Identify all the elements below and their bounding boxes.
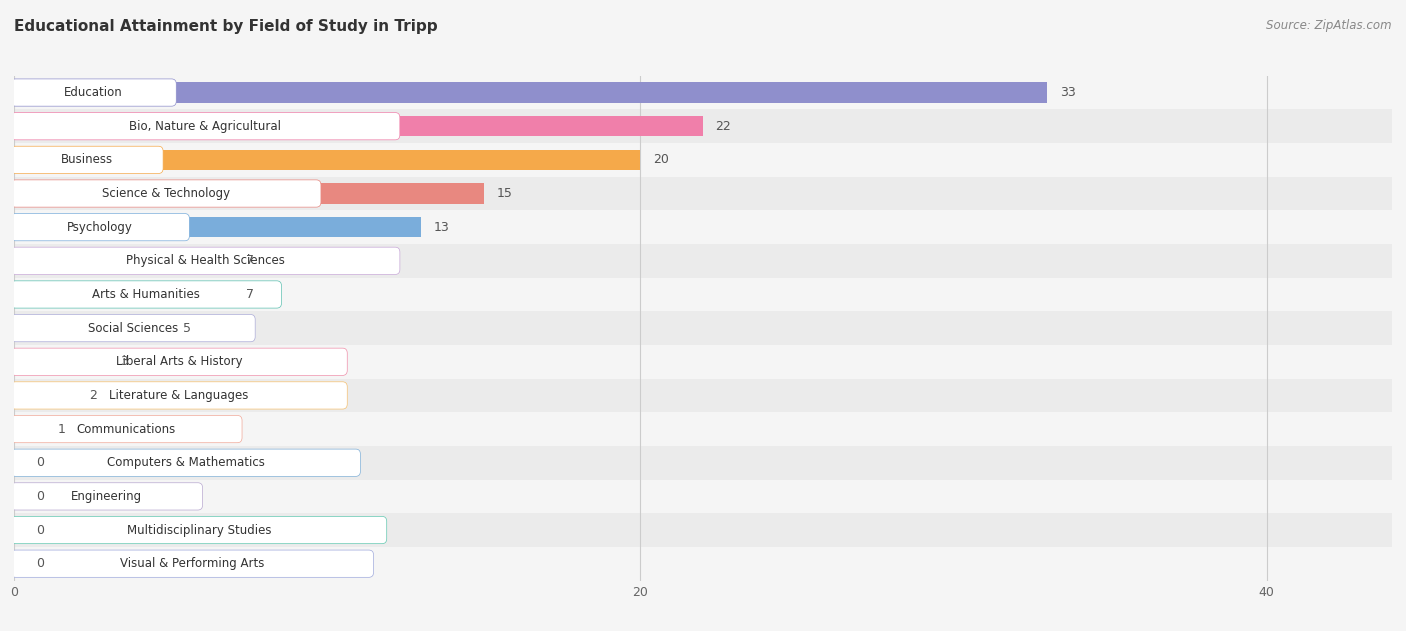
FancyBboxPatch shape: [11, 79, 176, 106]
Text: 20: 20: [652, 153, 669, 167]
Bar: [14, 520, 24, 540]
Bar: [14, 446, 1392, 480]
FancyBboxPatch shape: [11, 516, 387, 544]
Text: Computers & Mathematics: Computers & Mathematics: [107, 456, 264, 469]
FancyBboxPatch shape: [11, 314, 256, 342]
Text: 2: 2: [89, 389, 97, 402]
Text: Science & Technology: Science & Technology: [101, 187, 231, 200]
Bar: [14, 379, 1392, 412]
FancyBboxPatch shape: [11, 449, 360, 476]
Text: Liberal Arts & History: Liberal Arts & History: [115, 355, 242, 369]
Bar: [14, 513, 1392, 547]
Text: Source: ZipAtlas.com: Source: ZipAtlas.com: [1267, 19, 1392, 32]
Bar: [14, 351, 108, 372]
Text: Literature & Languages: Literature & Languages: [110, 389, 249, 402]
Text: 0: 0: [37, 524, 44, 536]
Bar: [14, 244, 1392, 278]
Text: Social Sciences: Social Sciences: [89, 322, 179, 334]
FancyBboxPatch shape: [11, 146, 163, 174]
Bar: [14, 150, 640, 170]
FancyBboxPatch shape: [11, 180, 321, 207]
FancyBboxPatch shape: [11, 348, 347, 375]
FancyBboxPatch shape: [11, 415, 242, 443]
Bar: [14, 419, 45, 439]
Bar: [14, 177, 1392, 210]
FancyBboxPatch shape: [11, 550, 374, 577]
Bar: [14, 76, 1392, 109]
Bar: [14, 480, 1392, 513]
Bar: [14, 547, 1392, 581]
Bar: [14, 217, 422, 237]
FancyBboxPatch shape: [11, 382, 347, 409]
Text: Bio, Nature & Agricultural: Bio, Nature & Agricultural: [129, 120, 281, 133]
Bar: [14, 553, 24, 574]
Text: 7: 7: [246, 254, 254, 268]
Text: 0: 0: [37, 456, 44, 469]
FancyBboxPatch shape: [11, 281, 281, 308]
Text: Psychology: Psychology: [67, 221, 134, 233]
Text: Engineering: Engineering: [72, 490, 142, 503]
Text: 7: 7: [246, 288, 254, 301]
Bar: [14, 210, 1392, 244]
Text: 33: 33: [1060, 86, 1076, 99]
Text: Visual & Performing Arts: Visual & Performing Arts: [120, 557, 264, 570]
Text: 22: 22: [716, 120, 731, 133]
Bar: [14, 251, 233, 271]
Bar: [14, 345, 1392, 379]
Text: Physical & Health Sciences: Physical & Health Sciences: [127, 254, 285, 268]
Text: Education: Education: [65, 86, 122, 99]
Bar: [14, 143, 1392, 177]
Bar: [14, 278, 1392, 311]
Bar: [14, 116, 703, 136]
FancyBboxPatch shape: [11, 112, 399, 140]
FancyBboxPatch shape: [11, 247, 399, 274]
Text: 1: 1: [58, 423, 66, 435]
Text: 0: 0: [37, 557, 44, 570]
Bar: [14, 412, 1392, 446]
Text: 5: 5: [183, 322, 191, 334]
Bar: [14, 386, 77, 406]
Bar: [14, 83, 1047, 103]
Bar: [14, 184, 484, 204]
FancyBboxPatch shape: [11, 483, 202, 510]
FancyBboxPatch shape: [11, 213, 190, 241]
Bar: [14, 311, 1392, 345]
Bar: [14, 487, 24, 507]
Text: 13: 13: [433, 221, 450, 233]
Bar: [14, 285, 233, 305]
Text: Arts & Humanities: Arts & Humanities: [93, 288, 200, 301]
Bar: [14, 109, 1392, 143]
Text: Multidisciplinary Studies: Multidisciplinary Studies: [127, 524, 271, 536]
Text: 15: 15: [496, 187, 512, 200]
Text: 0: 0: [37, 490, 44, 503]
Text: Educational Attainment by Field of Study in Tripp: Educational Attainment by Field of Study…: [14, 19, 437, 34]
Text: Business: Business: [60, 153, 112, 167]
Text: 3: 3: [121, 355, 128, 369]
Bar: [14, 318, 170, 338]
Text: Communications: Communications: [77, 423, 176, 435]
Bar: [14, 452, 24, 473]
